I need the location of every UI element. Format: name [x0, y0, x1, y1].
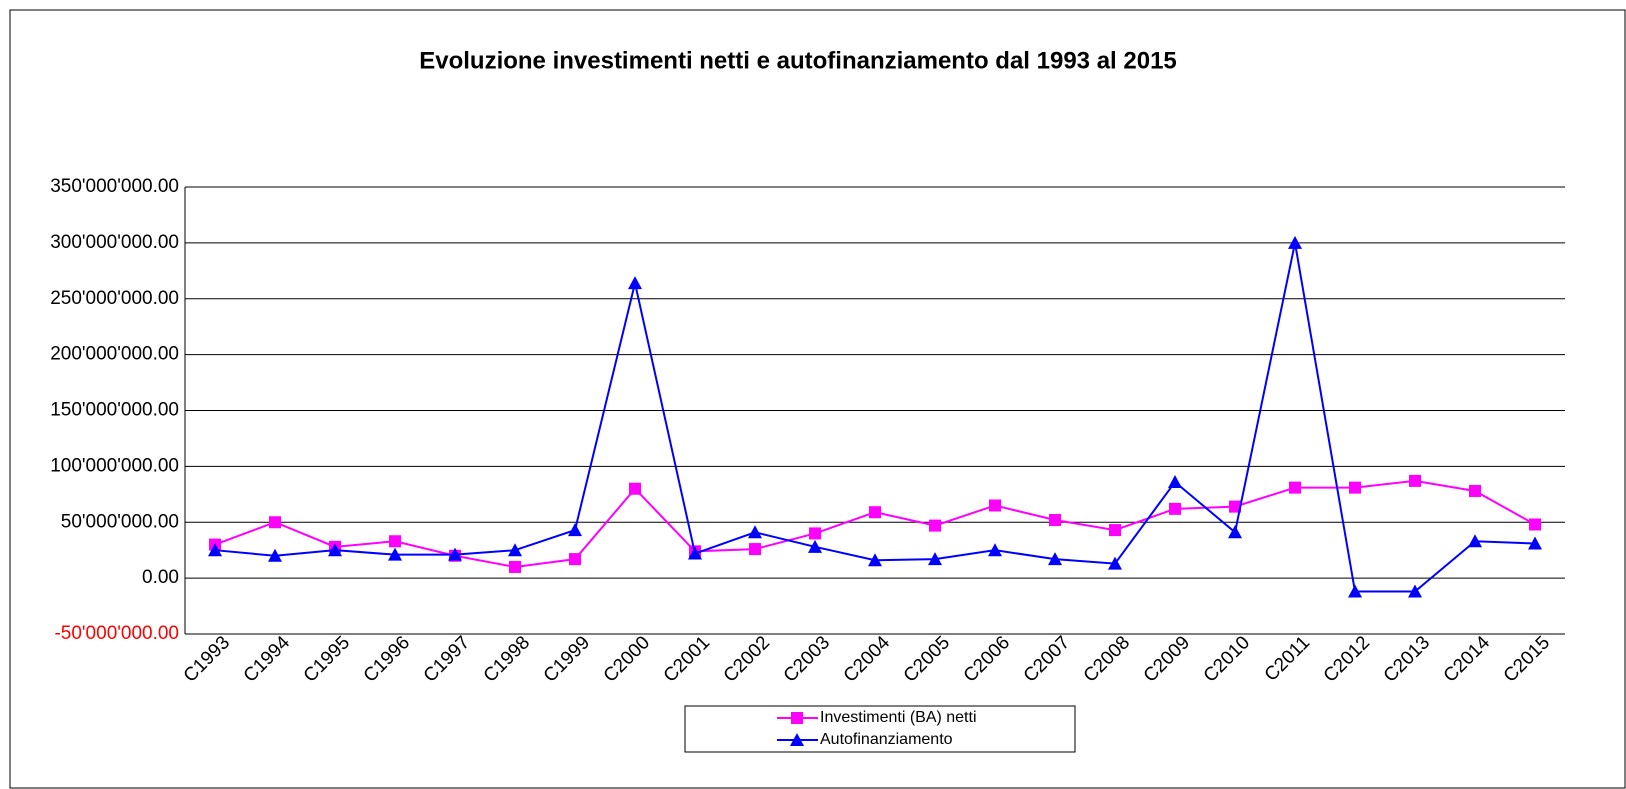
marker — [1469, 484, 1481, 497]
y-tick-label: 150'000'000.00 — [50, 400, 179, 421]
legend-label: Autofinanziamento — [820, 731, 953, 748]
marker — [928, 552, 942, 566]
marker — [1289, 481, 1301, 494]
marker — [268, 548, 282, 562]
y-tick-label: 250'000'000.00 — [50, 288, 179, 309]
marker — [1168, 475, 1182, 489]
marker — [790, 733, 804, 746]
marker — [1529, 518, 1541, 531]
marker — [749, 543, 761, 556]
marker — [388, 547, 402, 561]
marker — [269, 516, 281, 529]
marker — [1528, 536, 1542, 550]
chart-title: Evoluzione investimenti netti e autofina… — [419, 47, 1177, 74]
legend: Investimenti (BA) netti Autofinanziamento — [684, 705, 1076, 753]
marker — [569, 553, 581, 566]
y-tick-label: 0.00 — [142, 567, 179, 588]
marker — [1288, 235, 1302, 249]
marker — [868, 553, 882, 567]
marker — [988, 543, 1002, 557]
y-tick-label: 200'000'000.00 — [50, 344, 179, 365]
marker — [1228, 525, 1242, 539]
y-tick-label: 50'000'000.00 — [61, 511, 179, 532]
marker — [688, 546, 702, 560]
marker — [929, 519, 941, 532]
marker — [1349, 481, 1361, 494]
y-tick-label: 300'000'000.00 — [50, 232, 179, 253]
legend-box — [684, 705, 1076, 753]
marker — [629, 482, 641, 495]
y-tick-label: 100'000'000.00 — [50, 455, 179, 476]
marker — [1109, 524, 1121, 537]
marker — [509, 560, 521, 573]
marker — [389, 535, 401, 548]
marker — [1408, 584, 1422, 598]
marker — [1048, 552, 1062, 566]
marker — [1108, 556, 1122, 570]
legend-label: Investimenti (BA) netti — [820, 709, 977, 726]
marker — [328, 543, 342, 557]
marker — [1229, 500, 1241, 513]
marker — [809, 527, 821, 540]
marker — [808, 539, 822, 553]
marker — [1468, 534, 1482, 548]
marker — [1409, 474, 1421, 487]
marker — [989, 499, 1001, 512]
marker — [791, 712, 803, 724]
marker — [448, 547, 462, 561]
marker — [748, 525, 762, 539]
marker — [869, 506, 881, 519]
y-tick-label: 350'000'000.00 — [50, 176, 179, 197]
marker — [1169, 502, 1181, 515]
marker — [208, 543, 222, 557]
marker — [1049, 514, 1061, 527]
marker — [568, 523, 582, 537]
marker — [1348, 584, 1362, 598]
chart-frame — [9, 9, 1626, 789]
y-tick-label: -50'000'000.00 — [54, 623, 179, 644]
marker — [508, 543, 522, 557]
marker — [628, 276, 642, 290]
